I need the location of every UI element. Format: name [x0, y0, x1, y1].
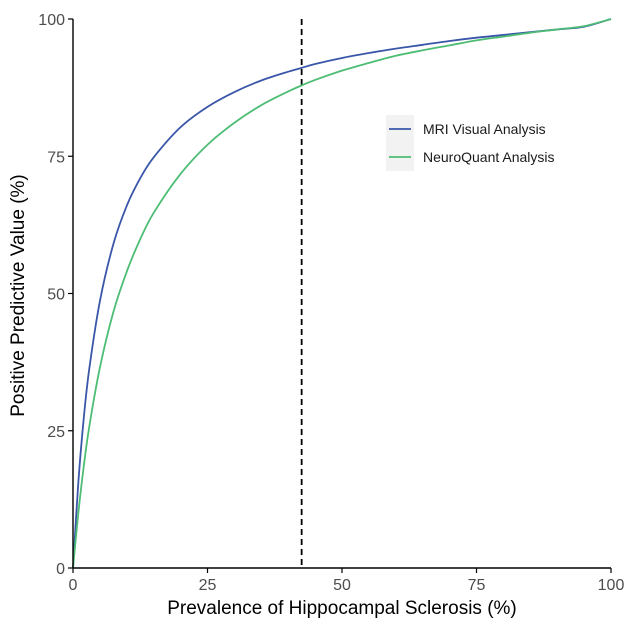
y-tick-label: 50	[47, 287, 65, 304]
x-tick-label: 50	[333, 577, 351, 594]
y-tick-label: 0	[56, 561, 65, 578]
x-tick-label: 25	[199, 577, 217, 594]
series-line-mri-visual-analysis	[72, 18, 612, 569]
y-axis-title: Positive Predictive Value (%)	[8, 174, 29, 417]
y-axis-ticks: 0 25 50 75 100	[38, 12, 73, 578]
x-tick-label: 100	[598, 577, 625, 594]
y-tick-label: 25	[47, 424, 65, 441]
x-tick-label: 0	[69, 577, 78, 594]
legend-label: NeuroQuant Analysis	[423, 149, 555, 165]
legend: MRI Visual Analysis NeuroQuant Analysis	[386, 115, 555, 171]
x-axis-title: Prevalence of Hippocampal Sclerosis (%)	[167, 598, 517, 619]
x-tick-label: 75	[468, 577, 486, 594]
plot-area	[72, 18, 612, 569]
series-line-neuroquant-analysis	[72, 18, 612, 569]
y-tick-label: 100	[38, 12, 65, 29]
legend-label: MRI Visual Analysis	[423, 121, 546, 137]
y-tick-label: 75	[47, 149, 65, 166]
x-axis-ticks: 0 25 50 75 100	[69, 568, 625, 594]
